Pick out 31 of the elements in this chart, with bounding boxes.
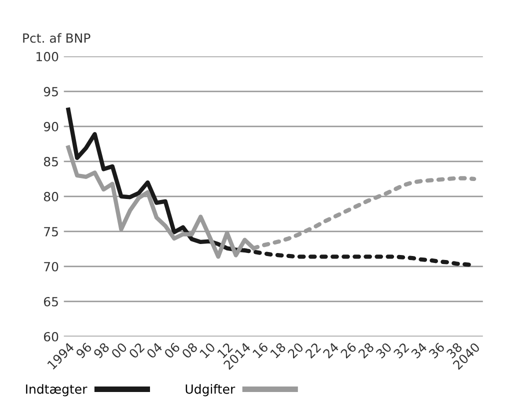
y-tick-label: 80 xyxy=(44,192,58,202)
y-tick-label: 100 xyxy=(36,52,58,62)
x-tick-label: 08 xyxy=(181,342,198,359)
x-tick-label: 20 xyxy=(287,342,304,359)
y-axis-title: Pct. af BNP xyxy=(23,33,90,43)
x-tick-label: 04 xyxy=(146,342,163,359)
legend-label: Udgifter xyxy=(186,384,236,396)
x-tick-label: 06 xyxy=(164,342,180,359)
x-tick-label: 96 xyxy=(75,342,92,359)
x-tick-label: 00 xyxy=(110,342,128,359)
x-tick-label: 16 xyxy=(252,342,269,358)
y-tick-label: 60 xyxy=(44,332,58,342)
y-tick-label: 75 xyxy=(44,227,58,236)
x-tick-label: 24 xyxy=(322,342,340,359)
x-tick-label: 32 xyxy=(393,342,410,359)
y-tick-label: 85 xyxy=(44,156,58,166)
x-tick-label: 34 xyxy=(410,342,428,359)
x-tick-label: 22 xyxy=(304,342,322,359)
y-tick-label: 65 xyxy=(44,296,58,306)
x-tick-label: 36 xyxy=(428,342,446,359)
y-tick-label: 70 xyxy=(44,262,58,272)
x-tick-label: 30 xyxy=(375,342,392,359)
x-tick-label: 02 xyxy=(128,342,145,359)
x-tick-label: 28 xyxy=(358,342,374,359)
x-tick-label: 98 xyxy=(93,342,110,359)
x-tick-label: 26 xyxy=(340,342,357,359)
x-tick-label: 18 xyxy=(270,342,286,358)
y-tick-label: 90 xyxy=(44,122,58,132)
legend-label: Indtægter xyxy=(26,384,88,396)
x-tick-label: 10 xyxy=(199,342,216,358)
y-tick-label: 95 xyxy=(44,86,58,96)
